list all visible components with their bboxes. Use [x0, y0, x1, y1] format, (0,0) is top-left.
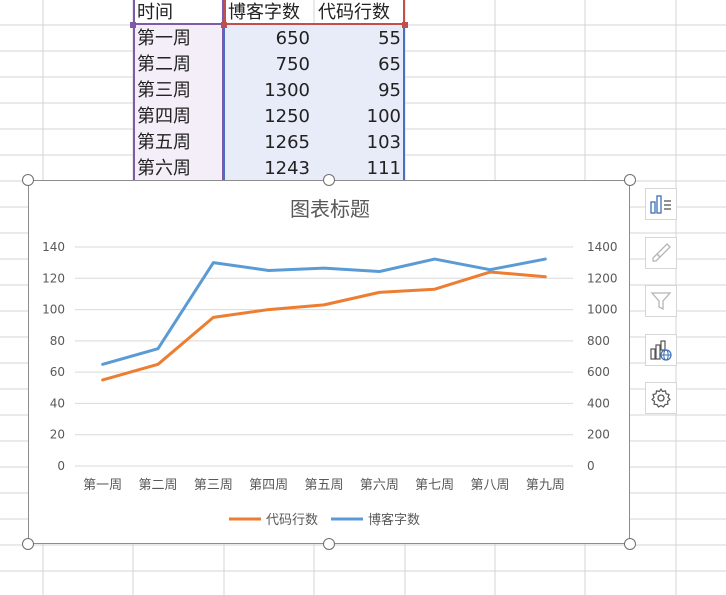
legend-label: 代码行数 [266, 513, 318, 528]
chart-resize-handle[interactable] [624, 174, 636, 186]
line-chart: 图表标题020406080100120140020040060080010001… [42, 197, 618, 528]
series-line-blog-words [101, 257, 547, 366]
chart-styles-button[interactable] [645, 237, 677, 269]
x-tick-label: 第八周 [470, 478, 509, 493]
range-handle[interactable] [221, 22, 227, 28]
table-cell-code-lines[interactable]: 103 [366, 132, 401, 153]
x-tick-label: 第七周 [415, 478, 454, 493]
y-right-tick-label: 800 [587, 334, 610, 348]
chart-settings-icon [651, 388, 671, 408]
x-tick-label: 第三周 [194, 478, 233, 493]
table-cell-blog-words[interactable]: 1243 [264, 158, 310, 179]
table-cell-code-lines[interactable]: 100 [366, 106, 401, 127]
chart-filters-button[interactable] [645, 285, 677, 317]
y-left-tick-label: 120 [42, 271, 65, 285]
x-tick-label: 第一周 [83, 478, 122, 493]
chart-resize-handle[interactable] [22, 538, 34, 550]
table-cell-blog-words[interactable]: 650 [275, 28, 310, 49]
y-right-tick-label: 1400 [587, 240, 618, 254]
table-cell-code-lines[interactable]: 95 [378, 80, 401, 101]
table-cell-blog-words[interactable]: 1300 [264, 80, 310, 101]
table-cell-week[interactable]: 第三周 [137, 80, 191, 101]
y-left-tick-label: 100 [42, 303, 65, 317]
y-right-tick-label: 1200 [587, 271, 618, 285]
chart-area[interactable]: 图表标题 0 20 40 60 80 100 120 140 0 200 400 600 800 1000 1… [28, 180, 630, 544]
chart-elements-icon [650, 195, 671, 214]
header-cell-time[interactable]: 时间 [137, 2, 173, 23]
x-tick-label: 第四周 [249, 478, 288, 493]
x-tick-label: 第五周 [304, 478, 343, 493]
y-left-tick-label: 40 [50, 396, 65, 410]
chart-title: 图表标题 [290, 197, 370, 221]
chart-resize-handle[interactable] [22, 174, 34, 186]
table-cell-week[interactable]: 第四周 [137, 106, 191, 127]
y-left-tick-label: 80 [50, 334, 65, 348]
header-cell-blog-words[interactable]: 博客字数 [228, 2, 300, 23]
chart-styles-icon [652, 243, 671, 262]
chart-resize-handle[interactable] [323, 174, 335, 186]
table-cell-code-lines[interactable]: 65 [378, 54, 401, 75]
table-cell-blog-words[interactable]: 1265 [264, 132, 310, 153]
chart-resize-handle[interactable] [323, 538, 335, 550]
chart-type-button[interactable] [645, 334, 677, 366]
range-handle[interactable] [130, 22, 136, 28]
table-cell-week[interactable]: 第二周 [137, 54, 191, 75]
table-cell-code-lines[interactable]: 55 [378, 28, 401, 49]
y-left-tick-label: 140 [42, 240, 65, 254]
chart-elements-button[interactable] [645, 188, 677, 220]
chart-filters-icon [650, 292, 672, 311]
legend-label: 博客字数 [368, 512, 420, 528]
table-cell-blog-words[interactable]: 750 [275, 54, 310, 75]
y-right-tick-label: 200 [587, 428, 610, 442]
chart-resize-handle[interactable] [624, 538, 636, 550]
chart-settings-button[interactable] [645, 382, 677, 414]
range-handle[interactable] [402, 22, 408, 28]
x-tick-label: 第六周 [360, 478, 399, 493]
y-right-tick-label: 600 [587, 365, 610, 379]
series-line-code-lines [101, 270, 547, 382]
table-cell-blog-words[interactable]: 1250 [264, 106, 310, 127]
y-left-tick-label: 0 [57, 459, 65, 473]
table-cell-week[interactable]: 第一周 [137, 28, 191, 49]
y-right-tick-label: 0 [587, 459, 595, 473]
table-cell-week[interactable]: 第五周 [137, 132, 191, 153]
y-right-tick-label: 400 [587, 396, 610, 410]
table-cell-week[interactable]: 第六周 [137, 158, 191, 179]
y-left-tick-label: 20 [50, 428, 65, 442]
x-tick-label: 第二周 [138, 478, 177, 493]
y-left-tick-label: 60 [50, 365, 65, 379]
y-right-tick-label: 1000 [587, 303, 618, 317]
chart-type-icon [650, 340, 672, 361]
x-tick-label: 第九周 [526, 478, 565, 493]
header-cell-code-lines[interactable]: 代码行数 [318, 2, 390, 23]
table-cell-code-lines[interactable]: 111 [366, 158, 401, 179]
